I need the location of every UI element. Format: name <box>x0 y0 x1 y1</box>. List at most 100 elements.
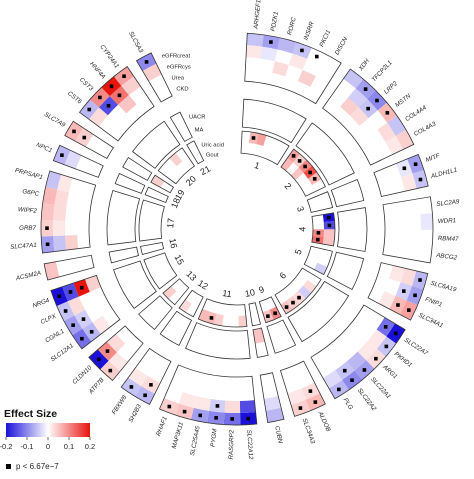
heatmap-cell <box>401 173 417 192</box>
heatmap-cell <box>263 395 282 411</box>
chromosome-label: 5 <box>293 248 304 256</box>
significance-dot <box>82 135 87 140</box>
significance-dot <box>284 305 289 309</box>
chromosome-block-outline <box>274 267 322 315</box>
chromosome-block-outline <box>140 242 165 255</box>
legend-title: Effect Size <box>4 408 57 420</box>
trait-label: MA <box>195 127 204 133</box>
chromosome-block-outline <box>186 140 205 165</box>
chromosome-block-outline <box>122 157 153 181</box>
significance-dot <box>413 162 418 166</box>
chromosome-label: 13 <box>184 269 198 283</box>
heatmap-cell <box>323 229 335 238</box>
chromosome-block-outline <box>169 111 193 142</box>
significance-dot <box>383 325 388 329</box>
chromosome-block-outline <box>306 191 334 213</box>
heatmap-cell <box>53 235 67 252</box>
chromosome-label: 16 <box>167 237 179 249</box>
gene-label: FNIP1 <box>424 296 443 309</box>
gene-label: COL4A3 <box>413 120 438 138</box>
legend-colorbar <box>6 423 90 437</box>
gene-label: CST3 <box>78 76 95 92</box>
gene-label: SLC25A45 <box>189 425 202 456</box>
significance-dot <box>167 404 172 409</box>
chromosome-block-outline <box>40 170 97 254</box>
gene-label: RORC <box>286 16 298 36</box>
chromosome-label: 11 <box>222 288 233 299</box>
significance-dot <box>413 293 417 298</box>
gene-label: XDH <box>357 57 371 73</box>
gene-label: PDZK1 <box>270 11 280 32</box>
chromosome-block-outline <box>326 251 365 290</box>
gene-label: ALDH1L1 <box>429 166 458 180</box>
chromosome-label: 19 <box>173 188 187 202</box>
gene-label: LRP2 <box>383 80 400 96</box>
gene-label: RHAF1 <box>155 416 169 437</box>
significance-dot <box>418 278 422 282</box>
significance-dot <box>72 129 76 134</box>
heatmap-cell <box>162 285 177 300</box>
gene-label: ARHGEF16 <box>253 0 263 30</box>
significance-dot <box>418 177 423 182</box>
gene-label: NRG4 <box>32 297 51 310</box>
significance-dot <box>68 290 73 294</box>
chromosome-block-outline <box>295 122 355 186</box>
gene-label: CYP24A1 <box>98 44 120 70</box>
heatmap-cell <box>346 351 367 371</box>
significance-dot <box>87 107 92 112</box>
significance-dot <box>297 295 301 300</box>
chromosome-block-outline <box>337 207 368 252</box>
heatmap-cell <box>106 333 126 353</box>
significance-dot <box>109 84 114 89</box>
chromosome-block-outline <box>143 252 178 290</box>
chromosome-label: 2 <box>283 181 294 191</box>
significance-dot <box>327 223 332 228</box>
trait-label: Uric acid <box>201 142 224 148</box>
chromosome-block-outline <box>114 172 146 194</box>
trait-labels: eGFRcreat eGFRcys Urea CKD UACR MA Uric acid Go… <box>162 53 224 158</box>
significance-dot <box>98 95 102 100</box>
legend-tick-label: 0.1 <box>64 442 74 451</box>
heatmap-cell <box>367 329 387 349</box>
chromosome-block-outline <box>158 364 258 426</box>
gene-label: SLC6A19 <box>430 280 458 294</box>
chromosome-block-outline <box>88 325 144 382</box>
chromosome-block-outline <box>138 295 173 331</box>
significance-marker <box>6 464 11 469</box>
heatmap-cell <box>377 122 396 142</box>
gene-label: ARG1 <box>381 363 399 380</box>
heatmap-cell <box>347 88 368 108</box>
heatmap-cell <box>378 291 396 309</box>
chromosome-block-outline <box>259 372 285 424</box>
gene-label: PYGM <box>210 428 219 448</box>
significance-dot <box>402 289 406 293</box>
significance-dot <box>303 164 307 169</box>
significance-dot <box>385 111 390 115</box>
gene-label: MAP3K11 <box>171 421 185 449</box>
heatmap-cell <box>198 308 210 322</box>
gene-label: INSRR <box>303 20 316 41</box>
significance-dot <box>407 308 411 312</box>
gene-label: TFCP2L1 <box>371 59 394 83</box>
gene-label: GRB7 <box>19 225 36 232</box>
chromosome-block-outline <box>287 280 350 343</box>
heatmap-cell <box>256 133 267 147</box>
gene-label: SLC22A12 <box>245 429 254 460</box>
heatmap-cell <box>303 279 317 293</box>
heatmap-cell <box>179 299 192 313</box>
heatmap-cell <box>213 313 224 326</box>
heatmap-cell <box>53 220 66 236</box>
heatmap-cell <box>193 396 211 411</box>
legend-tick-label: 0.2 <box>85 442 95 451</box>
heatmap-cell <box>350 107 369 126</box>
heatmap-cell <box>297 69 316 87</box>
significance-dot <box>63 309 68 313</box>
heatmap-cell <box>89 107 108 127</box>
gene-label: SLC22A2 <box>356 387 378 413</box>
heatmap-cell <box>44 261 60 281</box>
heatmap-cell <box>53 204 67 221</box>
heatmap-cell <box>41 203 55 221</box>
gene-label: WDR1 <box>438 217 456 225</box>
significance-label: p < 6.67e−7 <box>16 462 59 471</box>
